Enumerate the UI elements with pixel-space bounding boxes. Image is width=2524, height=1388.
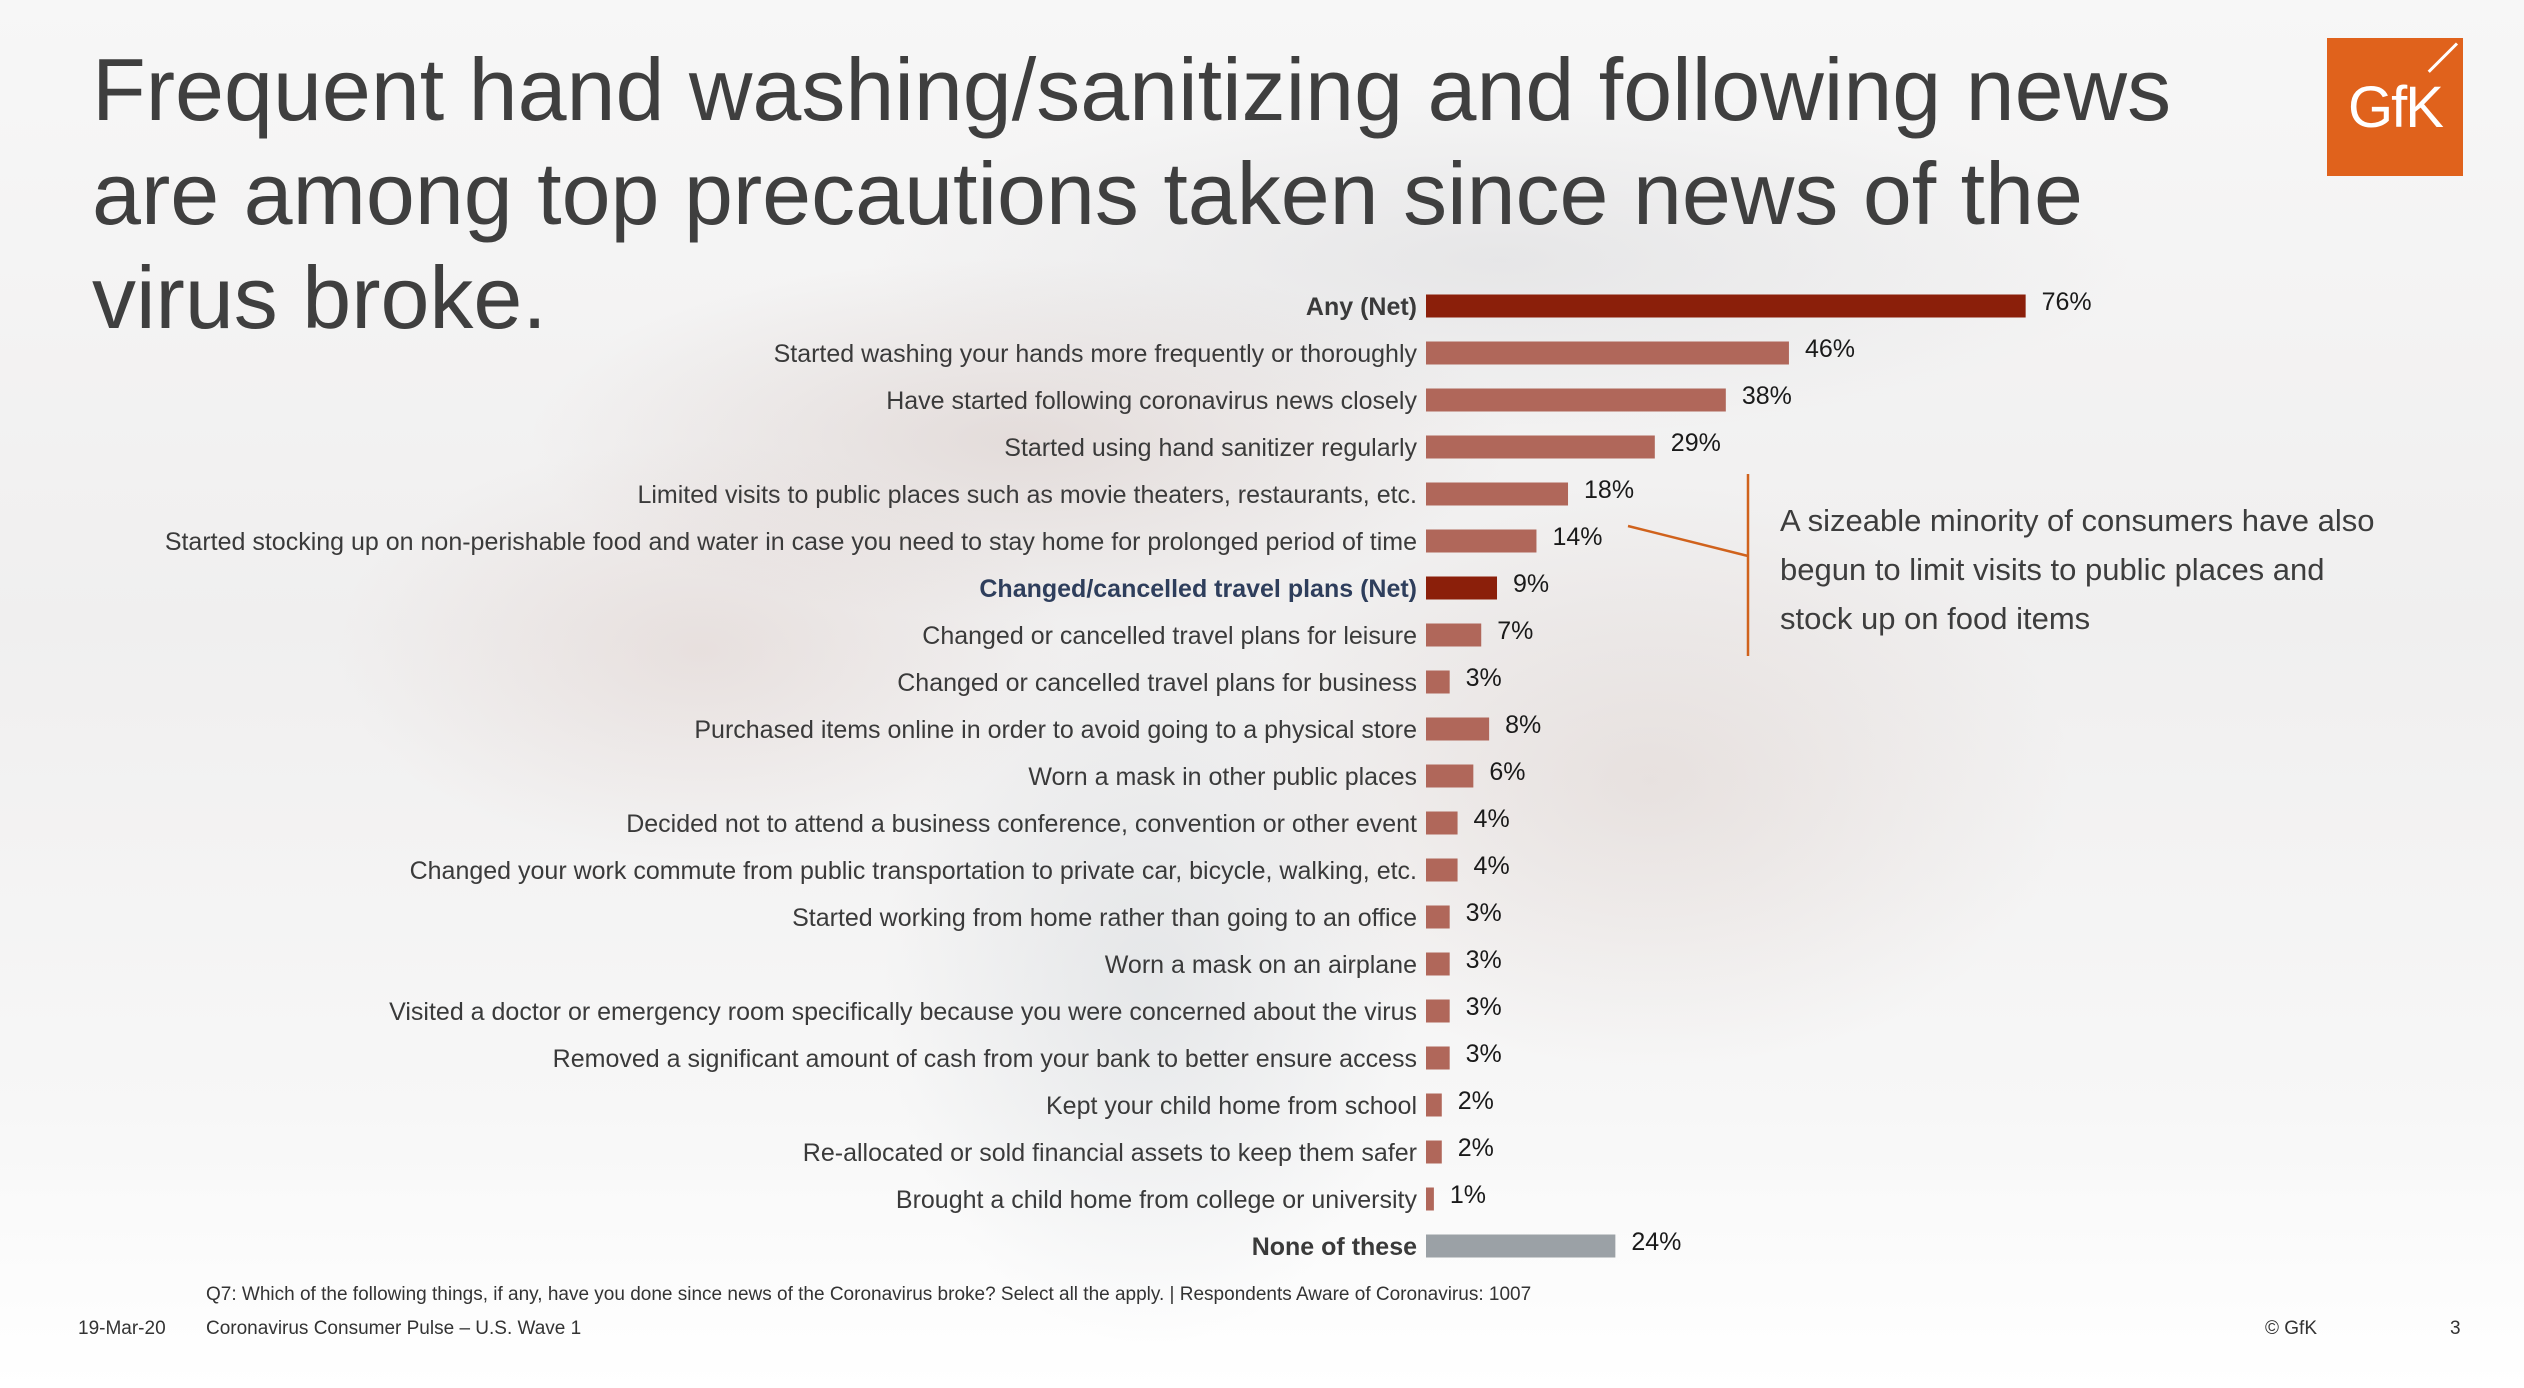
value-label: 3% (1466, 899, 1502, 927)
bar (1426, 623, 1482, 647)
category-label: Changed or cancelled travel plans for le… (922, 622, 1417, 650)
value-label: 24% (1631, 1228, 1681, 1256)
bar (1426, 435, 1655, 459)
value-label: 18% (1584, 476, 1634, 504)
bar (1426, 999, 1450, 1023)
value-label: 3% (1466, 664, 1502, 692)
category-label: Any (Net) (1306, 293, 1417, 321)
value-label: 38% (1742, 382, 1792, 410)
bar (1426, 1140, 1442, 1164)
bar (1426, 717, 1490, 741)
bar (1426, 482, 1569, 506)
category-label: Worn a mask in other public places (1028, 763, 1417, 791)
bar (1426, 529, 1537, 553)
bar (1426, 905, 1450, 929)
slide-title: Frequent hand washing/sanitizing and fol… (92, 40, 2172, 347)
category-label: Visited a doctor or emergency room speci… (389, 998, 1417, 1026)
bar (1426, 811, 1458, 835)
value-label: 2% (1458, 1087, 1494, 1115)
footer-title: Coronavirus Consumer Pulse – U.S. Wave 1 (206, 1318, 582, 1339)
question-footnote: Q7: Which of the following things, if an… (206, 1284, 1532, 1305)
callout-bracket (1627, 474, 1750, 656)
bars-layer: Any (Net) 76% Started washing your hands m… (165, 288, 2092, 1261)
category-label: Started washing your hands more frequent… (774, 340, 1418, 368)
bar (1426, 1187, 1434, 1211)
value-label: 6% (1489, 758, 1525, 786)
category-label: Brought a child home from college or uni… (896, 1186, 1418, 1214)
value-label: 8% (1505, 711, 1541, 739)
category-label: Changed/cancelled travel plans (Net) (979, 575, 1417, 603)
value-label: 1% (1450, 1181, 1486, 1209)
category-label: Changed your work commute from public tr… (410, 857, 1417, 885)
bar (1426, 294, 2026, 318)
value-label: 46% (1805, 335, 1855, 363)
bar (1426, 341, 1789, 365)
logo-text: GfK (2348, 74, 2444, 140)
value-label: 7% (1497, 617, 1533, 645)
value-label: 3% (1466, 993, 1502, 1021)
value-label: 2% (1458, 1134, 1494, 1162)
callout-line (1627, 474, 1750, 656)
value-label: 9% (1513, 570, 1549, 598)
bar (1426, 388, 1726, 412)
category-label: Removed a significant amount of cash fro… (553, 1045, 1417, 1073)
footer-date: 19-Mar-20 (78, 1318, 166, 1339)
bar (1426, 858, 1458, 882)
category-label: Have started following coronavirus news … (886, 387, 1417, 415)
category-label: Purchased items online in order to avoid… (694, 716, 1417, 744)
value-label: 29% (1671, 429, 1721, 457)
category-label: Started working from home rather than go… (792, 904, 1417, 932)
callout-annotation: A sizeable minority of consumers have al… (1780, 503, 2375, 636)
category-label: Started using hand sanitizer regularly (1004, 434, 1417, 462)
bar (1426, 764, 1474, 788)
bar (1426, 952, 1450, 976)
category-label: Kept your child home from school (1046, 1092, 1417, 1120)
category-label: None of these (1252, 1233, 1417, 1261)
bar (1426, 670, 1450, 694)
value-label: 3% (1466, 1040, 1502, 1068)
value-label: 14% (1552, 523, 1602, 551)
page-number: 3 (2450, 1318, 2461, 1339)
category-label: Re-allocated or sold financial assets to… (803, 1139, 1417, 1167)
bar (1426, 1234, 1616, 1258)
gfk-logo: GfK (2327, 38, 2463, 176)
value-label: 4% (1474, 805, 1510, 833)
value-label: 3% (1466, 946, 1502, 974)
bar (1426, 1093, 1442, 1117)
category-label: Started stocking up on non-perishable fo… (165, 528, 1417, 556)
category-label: Decided not to attend a business confere… (626, 810, 1417, 838)
value-label: 4% (1474, 852, 1510, 880)
category-label: Worn a mask on an airplane (1105, 951, 1417, 979)
footer-copyright: © GfK (2265, 1318, 2318, 1339)
category-label: Changed or cancelled travel plans for bu… (897, 669, 1417, 697)
category-label: Limited visits to public places such as … (637, 481, 1417, 509)
value-label: 76% (2042, 288, 2092, 316)
bar (1426, 576, 1498, 600)
bar (1426, 1046, 1450, 1070)
